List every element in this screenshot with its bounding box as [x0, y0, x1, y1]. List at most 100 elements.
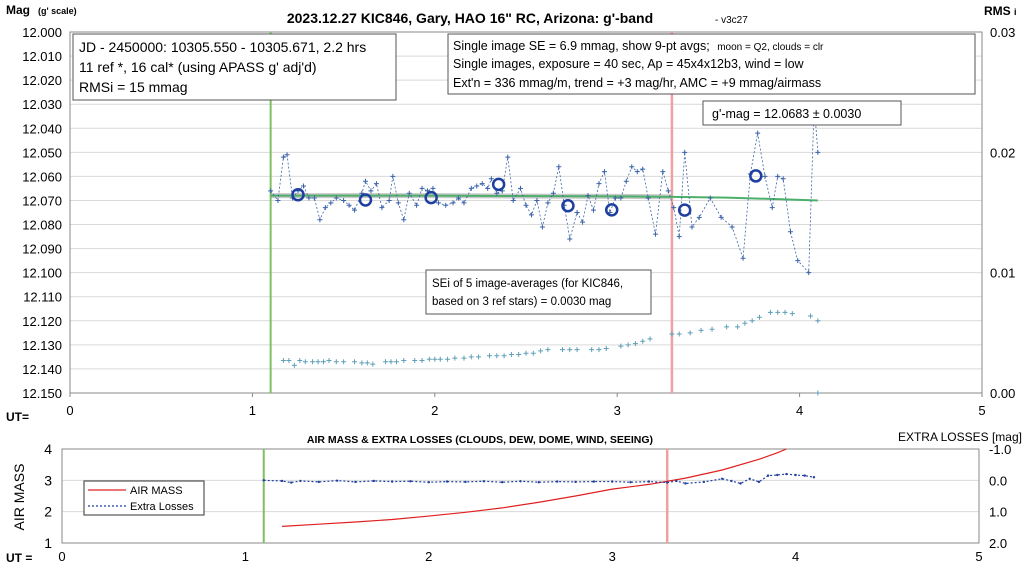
top-y-tick-label: 12.010: [22, 49, 62, 64]
single-image-point: [510, 197, 516, 203]
single-image-point: [590, 207, 596, 213]
extra-losses-point: [280, 479, 284, 483]
rms-point: [508, 351, 514, 357]
ut-label-top: UT=: [6, 410, 29, 424]
bottom-y-tick-label: 1: [44, 535, 52, 551]
extra-losses-point: [702, 480, 706, 484]
extra-losses-point: [803, 474, 806, 477]
extra-losses-point: [262, 479, 265, 482]
single-image-point: [545, 200, 551, 206]
rms-point: [789, 311, 795, 317]
bottom-x-tick-label: 1: [242, 549, 249, 564]
extra-losses-point: [684, 482, 687, 485]
legend-airmass-label: AIR MASS: [130, 485, 183, 497]
single-image-point: [645, 195, 651, 201]
extra-losses-point: [482, 480, 486, 483]
extra-losses-point: [611, 480, 614, 483]
extra-losses-point: [647, 480, 651, 483]
single-image-point: [618, 195, 624, 201]
rms-point: [538, 348, 544, 354]
extra-losses-point: [592, 480, 596, 483]
rms-point: [567, 347, 573, 353]
single-image-series: [268, 101, 821, 276]
single-image-point: [479, 181, 485, 187]
rms-point: [709, 326, 715, 332]
single-image-point: [580, 219, 586, 225]
gmag-value: g'-mag = 12.0683 ± 0.0030: [712, 107, 861, 121]
single-image-point: [414, 202, 420, 208]
top-plot-frame: [69, 31, 983, 394]
rms-point: [364, 360, 370, 366]
single-image-point: [671, 205, 677, 211]
rms-point: [749, 318, 755, 324]
rms-point: [286, 358, 292, 364]
single-image-point: [550, 190, 556, 196]
gmag-box: g'-mag = 12.0683 ± 0.0030: [702, 100, 902, 126]
rms-point: [742, 320, 748, 326]
bottom-y2-label: EXTRA LOSSES [mag]: [898, 430, 1022, 444]
top-y-tick-label: 12.150: [22, 386, 62, 401]
ut-label-bottom: UT =: [6, 551, 32, 565]
chart-version: - v3c27: [715, 15, 748, 26]
rms-point: [388, 359, 394, 365]
single-image-point: [539, 224, 545, 230]
info-left-line-3: RMSi = 15 mmag: [79, 79, 188, 95]
single-image-point: [275, 197, 281, 203]
rms-point: [618, 343, 624, 349]
single-image-point: [806, 270, 812, 276]
single-image-point: [456, 195, 462, 201]
single-image-point: [341, 197, 347, 203]
rms-point: [559, 347, 565, 353]
rms-point: [494, 353, 500, 359]
bottom-y2-tick-label: -1.0: [989, 442, 1011, 457]
single-image-point: [406, 190, 412, 196]
top-y-tick-label: 12.000: [22, 25, 62, 40]
single-image-point: [443, 202, 449, 208]
single-image-point: [612, 195, 618, 201]
single-image-point: [322, 205, 328, 211]
extra-losses-point: [629, 481, 632, 484]
rms-sub-label: i: [1014, 7, 1017, 17]
extra-losses-point: [675, 479, 678, 483]
extra-losses-point: [409, 480, 412, 483]
rms-point: [461, 355, 467, 361]
sei-line-1: SEi of 5 image-averages (for KIC846,: [432, 278, 623, 290]
single-image-point: [311, 195, 317, 201]
rms-point: [326, 358, 332, 364]
single-image-point: [280, 154, 286, 160]
rms-point: [756, 314, 762, 320]
bottom-y-tick-label: 3: [44, 472, 52, 488]
single-image-point: [461, 200, 467, 206]
rms-point: [452, 355, 458, 361]
single-image-point: [373, 181, 379, 187]
extra-losses-point: [317, 480, 320, 484]
single-image-point: [707, 195, 713, 201]
trend-line-path: [270, 194, 818, 202]
rms-point: [815, 390, 821, 396]
extra-losses-point: [445, 480, 449, 483]
bottom-x-tick-label: 4: [792, 549, 799, 564]
rms-point: [698, 327, 704, 333]
top-y-tick-label: 12.120: [22, 314, 62, 329]
info-right-line-1: Single image SE = 6.9 mmag, show 9-pt av…: [453, 39, 824, 53]
rms-point: [437, 356, 443, 362]
average-point: [358, 193, 373, 207]
top-y-tick-label: 12.140: [22, 362, 62, 377]
average-point: [677, 203, 692, 217]
single-image-point: [769, 205, 775, 211]
rms-point: [333, 359, 339, 365]
top-y2-tick-label: 0.03: [990, 25, 1015, 40]
bottom-plot-frame: [61, 448, 980, 544]
info-right-line-1b: moon = Q2, clouds = clr: [717, 42, 824, 53]
single-image-point: [401, 217, 407, 223]
top-axes: 12.000 12.010 12.020 12.030 12.040 12.050 12.0…: [22, 25, 1015, 418]
rms-point: [280, 358, 286, 364]
extra-losses-point: [555, 480, 559, 483]
single-image-point: [740, 255, 746, 261]
info-right-line-1a: Single image SE = 6.9 mmag, show 9-pt av…: [453, 39, 710, 53]
single-image-point: [450, 200, 456, 206]
bottom-x-tick-label: 2: [425, 549, 432, 564]
info-right-line-3: Ext'n = 336 mmag/m, trend = +3 mag/hr, A…: [453, 76, 821, 90]
top-y2-tick-label: 0.02: [990, 145, 1015, 160]
